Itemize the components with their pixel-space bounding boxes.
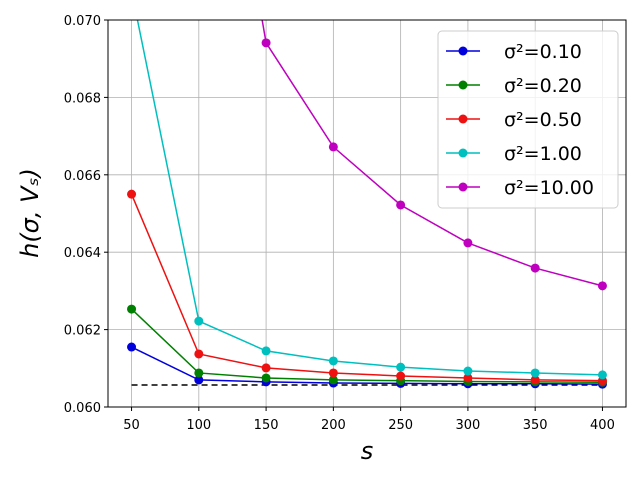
legend-box xyxy=(437,30,619,209)
legend-label: σ²=0.10 xyxy=(504,41,582,63)
data-point xyxy=(194,316,204,326)
legend-marker xyxy=(458,46,468,56)
data-point xyxy=(261,38,271,48)
legend-label: σ²=1.00 xyxy=(504,143,582,165)
data-point xyxy=(261,346,271,356)
data-point xyxy=(463,366,473,376)
series-line xyxy=(131,308,603,383)
series-line xyxy=(131,346,603,385)
legend-marker xyxy=(458,80,468,90)
legend-marker xyxy=(458,148,468,158)
legend-marker xyxy=(458,114,468,124)
data-point xyxy=(597,370,607,380)
data-point xyxy=(194,375,204,385)
x-tick-label: 50 xyxy=(123,418,140,433)
data-point xyxy=(261,373,271,383)
x-axis-label: s xyxy=(361,437,374,465)
x-tick-label: 100 xyxy=(186,418,211,433)
y-tick-label: 0.066 xyxy=(64,169,101,184)
data-point xyxy=(328,368,338,378)
data-point xyxy=(530,368,540,378)
data-point xyxy=(396,200,406,210)
legend-label: σ²=10.00 xyxy=(504,177,594,199)
data-point xyxy=(127,342,137,352)
y-tick-label: 0.070 xyxy=(64,14,101,29)
y-tick-label: 0.062 xyxy=(64,324,101,339)
data-point xyxy=(194,349,204,359)
x-tick-label: 400 xyxy=(590,418,615,433)
data-point xyxy=(396,371,406,381)
data-point xyxy=(463,373,473,383)
x-tick-label: 350 xyxy=(523,418,548,433)
x-tick-label: 200 xyxy=(321,418,346,433)
series-line xyxy=(136,20,603,376)
data-point xyxy=(127,304,137,314)
y-axis-label: h(σ, Vₛ) xyxy=(16,168,44,258)
x-tick-label: 300 xyxy=(455,418,480,433)
plot-area xyxy=(127,20,607,389)
legend-label: σ²=0.50 xyxy=(504,109,582,131)
y-tick-label: 0.060 xyxy=(64,401,101,416)
x-tick-label: 150 xyxy=(254,418,279,433)
data-point xyxy=(194,368,204,378)
y-tick-label: 0.068 xyxy=(64,91,101,106)
data-point xyxy=(328,356,338,366)
legend-marker xyxy=(458,182,468,192)
data-point xyxy=(127,189,137,199)
data-point xyxy=(530,375,540,385)
x-tick-label: 250 xyxy=(388,418,413,433)
plot-frame xyxy=(107,19,627,408)
data-point xyxy=(597,281,607,291)
data-point xyxy=(328,142,338,152)
y-tick-label: 0.064 xyxy=(64,246,101,261)
data-point xyxy=(261,363,271,373)
series-line xyxy=(130,193,603,382)
data-point xyxy=(396,362,406,372)
legend-label: σ²=0.20 xyxy=(504,75,582,97)
data-point xyxy=(530,263,540,273)
data-point xyxy=(463,238,473,248)
data-point xyxy=(328,375,338,385)
